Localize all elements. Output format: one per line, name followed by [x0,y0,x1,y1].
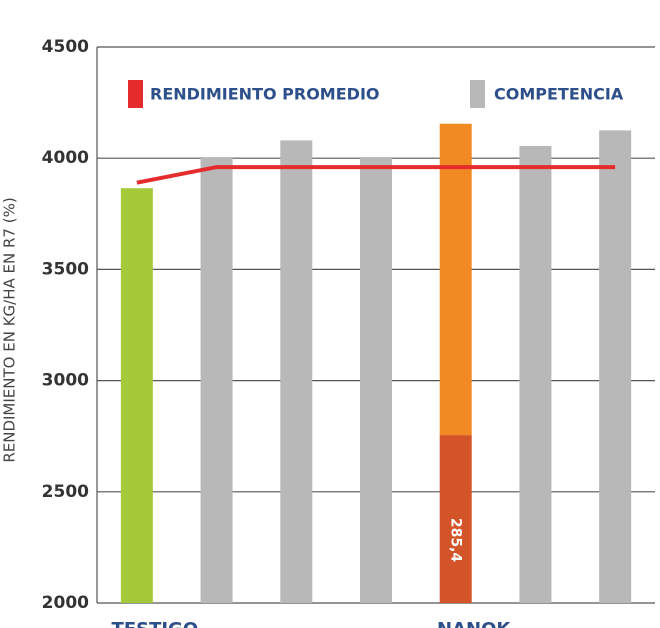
bar [599,130,632,603]
y-axis-label: RENDIMIENTO EN KG/HA EN R7 (%) [1,197,19,462]
y-tick-label: 3000 [42,371,89,391]
y-tick-label: 3500 [42,259,89,279]
bar [120,188,153,603]
bar [200,157,233,603]
y-tick-label: 2500 [42,482,89,502]
bar [439,435,472,603]
bar [439,123,472,436]
x-tick-label: NANOK [437,619,511,628]
annotation: 285,4 [448,518,464,563]
x-tick-label: TESTIGO [112,619,199,628]
line [136,165,616,185]
legend-label: RENDIMIENTO PROMEDIO [150,85,380,104]
y-tick-label: 4000 [42,148,89,168]
bar [360,157,392,603]
legend-swatch [128,80,143,108]
bar [519,145,552,603]
legend-swatch [470,80,485,108]
y-tick-label: 4500 [42,37,89,57]
y-tick-label: 2000 [42,593,89,613]
bar [280,140,313,603]
legend-label: COMPETENCIA [494,85,624,104]
